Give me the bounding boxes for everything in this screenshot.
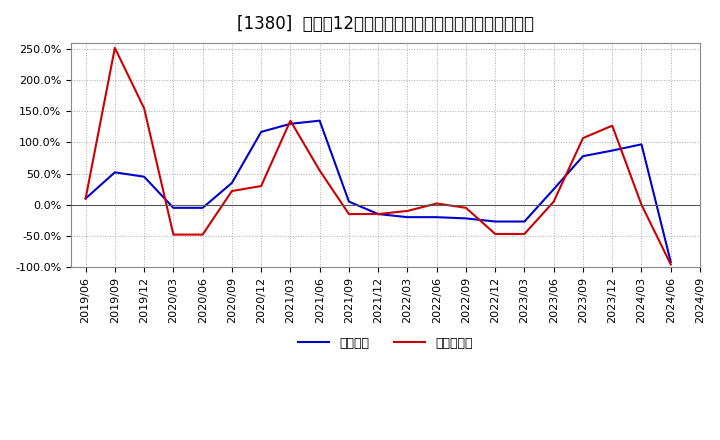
経常利益 [374, 211, 382, 216]
当期純利益 [228, 188, 236, 194]
経常利益 [315, 118, 324, 123]
経常利益 [667, 259, 675, 264]
当期純利益 [433, 201, 441, 206]
経常利益 [286, 121, 294, 126]
当期純利益 [549, 199, 558, 204]
経常利益 [462, 216, 470, 221]
当期純利益 [374, 211, 382, 216]
当期純利益 [140, 106, 148, 111]
経常利益 [608, 148, 616, 153]
経常利益 [491, 219, 500, 224]
経常利益 [403, 215, 412, 220]
経常利益 [549, 187, 558, 192]
当期純利益 [315, 168, 324, 173]
Line: 経常利益: 経常利益 [86, 121, 671, 262]
当期純利益 [579, 136, 588, 141]
当期純利益 [608, 123, 616, 128]
経常利益 [81, 196, 90, 201]
経常利益 [637, 142, 646, 147]
経常利益 [520, 219, 528, 224]
当期純利益 [491, 231, 500, 237]
経常利益 [433, 215, 441, 220]
当期純利益 [111, 45, 120, 51]
経常利益 [345, 199, 354, 204]
当期純利益 [345, 211, 354, 216]
当期純利益 [403, 208, 412, 213]
経常利益 [198, 205, 207, 210]
当期純利益 [81, 196, 90, 201]
当期純利益 [637, 202, 646, 207]
当期純利益 [169, 232, 178, 237]
経常利益 [169, 205, 178, 210]
当期純利益 [667, 262, 675, 267]
当期純利益 [257, 183, 266, 189]
当期純利益 [286, 118, 294, 123]
経常利益 [140, 174, 148, 180]
経常利益 [579, 154, 588, 159]
当期純利益 [462, 205, 470, 210]
当期純利益 [520, 231, 528, 237]
経常利益 [257, 129, 266, 135]
経常利益 [111, 170, 120, 175]
Line: 当期純利益: 当期純利益 [86, 48, 671, 264]
経常利益 [228, 180, 236, 186]
Title: [1380]  利益の12か月移動合計の対前年同期増減率の推移: [1380] 利益の12か月移動合計の対前年同期増減率の推移 [237, 15, 534, 33]
Legend: 経常利益, 当期純利益: 経常利益, 当期純利益 [293, 332, 478, 355]
当期純利益 [198, 232, 207, 237]
